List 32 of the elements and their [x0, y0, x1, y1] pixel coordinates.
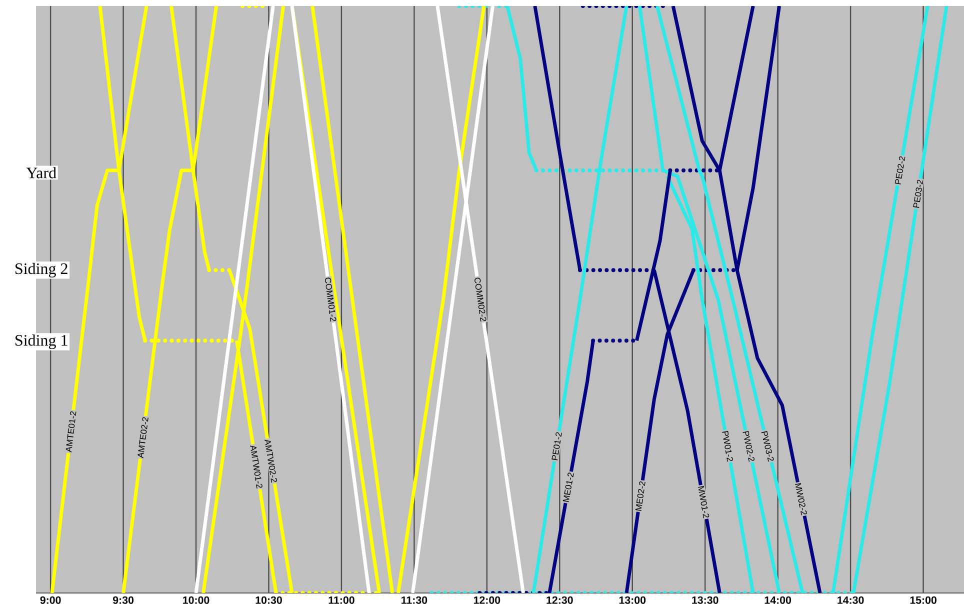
x-tick-label: 10:30 — [256, 596, 282, 604]
text: ME01-2 — [562, 472, 574, 502]
x-tick-label: 9:00 — [40, 596, 61, 604]
text: COMM01-2 — [324, 278, 336, 322]
text: AMTE02-2 — [138, 417, 148, 458]
text: MW01-2 — [698, 486, 710, 518]
x-tick-label: 13:30 — [692, 596, 718, 604]
x-tick-label: 11:30 — [402, 596, 428, 604]
text: PW03-2 — [761, 431, 774, 462]
x-tick-label: 14:30 — [838, 596, 864, 604]
annotation: Siding 2 — [16, 262, 68, 278]
x-tick-label: 15:00 — [910, 596, 936, 604]
text: AMTE01-2 — [66, 411, 76, 452]
annotation: Yard — [26, 167, 56, 178]
x-tick-label: 14:00 — [764, 596, 792, 604]
x-tick-label: 13:00 — [619, 596, 646, 604]
text: MW02-2 — [795, 483, 807, 516]
x-tick-label: 9:30 — [112, 596, 134, 604]
x-tick-label: 12:00 — [474, 596, 500, 604]
text: AMTW01-2 — [250, 446, 262, 488]
text: PE02-2 — [894, 156, 906, 184]
text: ME02-2 — [635, 481, 646, 511]
text: PE03-2 — [913, 180, 924, 208]
annotation: Siding 1 — [16, 334, 68, 350]
x-tick-label: 11:00 — [328, 596, 354, 604]
text: PW02-2 — [742, 431, 755, 462]
text: PE01-2 — [552, 432, 562, 460]
text: AMTW02-2 — [264, 440, 278, 483]
text: PW01-2 — [722, 431, 733, 462]
x-tick-label: 10:00 — [183, 596, 210, 604]
x-tick-label: 12:30 — [546, 596, 573, 604]
text: COMM02-2 — [474, 278, 486, 322]
